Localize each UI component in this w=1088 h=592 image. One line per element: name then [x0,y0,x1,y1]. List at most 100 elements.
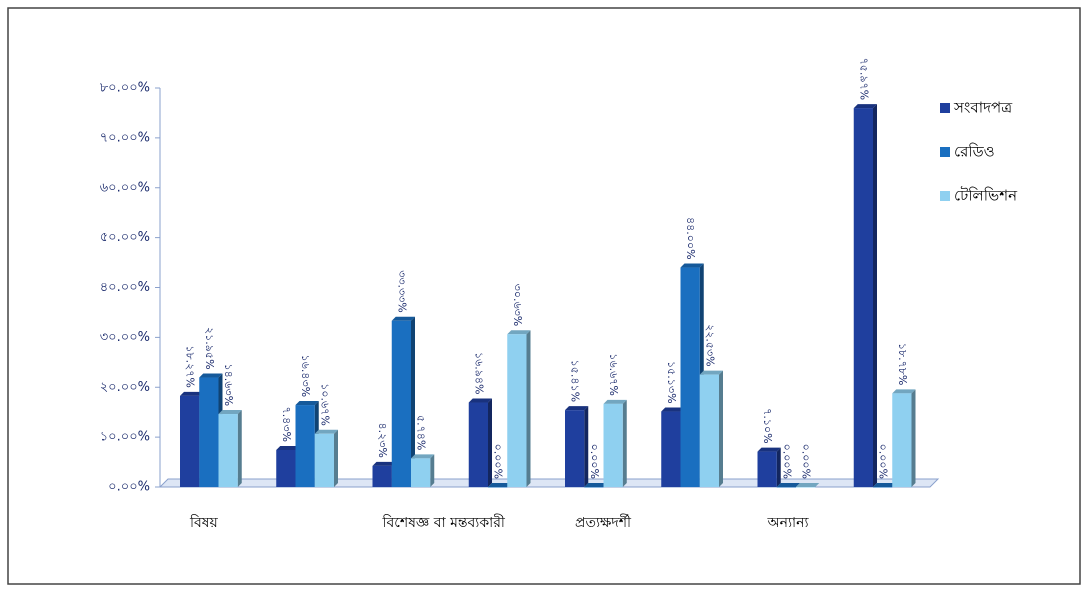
bar-top [603,399,627,404]
bar [199,377,219,487]
y-tick-label: ৬০.০০% [100,180,150,195]
bar [314,433,334,487]
legend-label: সংবাদপত্র [953,99,1013,117]
value-label: ১৫.১৩% [665,361,678,404]
bar-top [488,483,512,487]
bar [873,487,893,488]
bar [411,458,431,487]
bar-side [911,389,916,487]
bar [757,451,777,487]
x-tick-label: অন্যান্য [767,515,810,531]
bar [468,402,488,487]
x-tick-label: বিষয় [189,514,219,531]
bar [853,108,873,488]
bar-top [218,410,242,415]
bar [603,403,623,487]
value-label: ০.০০% [588,444,601,479]
bar [180,395,200,487]
value-label: ১৫.৪১% [569,360,582,403]
bar [680,267,700,487]
bar-top [699,370,723,375]
bar-top [796,483,820,487]
bar-top [199,373,223,378]
bar [488,487,508,488]
bar [276,449,296,487]
bar-side [237,410,242,487]
legend-label: রেডিও [954,143,995,161]
value-label: ১৬.৯৪% [472,352,485,395]
bar-side [411,316,415,487]
value-label: ৪৪.০০% [684,217,697,260]
value-label: ০.০০% [877,444,890,479]
legend-label: টেলিভিশন [954,187,1018,205]
value-label: ০.০০% [800,444,813,479]
y-tick-label: ১০.০০% [100,430,150,445]
bar-top [853,104,877,109]
y-tick-label: ২০.০০% [100,380,150,395]
bar-side [334,429,338,487]
bar [796,487,816,488]
bar-top [565,406,589,411]
bar-top [584,483,608,487]
bar-top [314,429,338,434]
value-label: ৪.২৩% [376,422,389,457]
x-tick-label: বিশেষজ্ঞ বা মন্তব্যকারী [382,514,506,531]
value-label: ২২.৫৩% [703,324,716,367]
bar [565,410,585,487]
value-label: ৫.৭৪% [415,415,428,450]
bar-top [411,454,435,459]
bar [507,334,527,487]
bar-side [430,454,435,487]
bar-top [295,401,319,406]
bar-top [468,398,492,403]
bar-top [391,316,415,321]
bar [699,374,719,487]
bar-top [180,391,204,396]
bar [584,487,604,488]
y-tick-label: ৩০.০০% [100,330,150,345]
bar-top [873,483,897,487]
bar [892,393,912,487]
y-tick-label: ৭০.০০% [100,130,150,145]
legend-swatch [940,147,950,157]
bar-top [276,445,300,450]
bar [218,414,238,487]
value-label: ০.০০% [780,444,793,479]
x-tick-label: প্রত্যক্ষদর্শী [575,514,632,531]
bar-side [488,398,492,487]
legend-swatch [940,191,950,201]
bar-top [680,263,704,268]
bar-top [372,461,396,466]
value-label: ২১.৯৫% [203,327,216,370]
value-label: ১৮.২৭% [184,345,197,388]
value-label: ১৬.৬৭% [607,353,620,396]
y-tick-label: ০.০০% [108,480,150,495]
value-label: ৭.৪৩% [280,407,293,442]
bar-side [719,370,723,487]
bar-side [776,447,781,487]
value-label: ১৮.৭৮% [896,343,909,386]
bar-side [584,406,589,487]
y-tick-label: ৫০.০০% [100,230,150,245]
value-label: ৭.১০% [761,408,774,443]
value-label: ০.০০% [492,444,505,479]
bar-top [661,407,685,412]
bar [776,487,796,488]
frame [7,7,1081,585]
bar [372,465,392,487]
bar-top [776,483,800,487]
value-label: ৩৩.৩৩% [395,270,408,313]
value-label: ১০.৬৭% [318,383,331,426]
y-tick-label: ৮০.০০% [100,81,150,96]
bar [295,405,315,487]
bar-side [526,330,531,487]
bar-top [507,330,531,335]
value-label: ৩০.৬৩% [511,284,524,327]
bar-top [757,447,781,452]
y-tick-label: ৪০.০০% [100,280,150,295]
value-label: ৭৫.৯৭% [857,58,870,101]
bar-top [892,389,916,394]
value-label: ১৬.৪৩% [299,355,312,398]
value-label: ১৪.৬৩% [222,364,235,407]
